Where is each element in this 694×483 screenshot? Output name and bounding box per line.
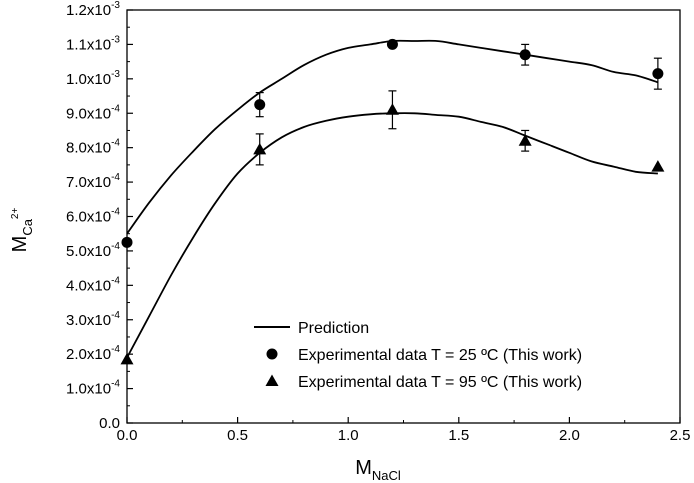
y-tick-label: 1.1x10-3 xyxy=(66,34,120,53)
y-tick-label: 0.0 xyxy=(99,415,120,432)
y-axis-ticks: 0.0 1.0x10-4 2.0x10-4 3.0x10-4 4.0x10-4 5.0x1… xyxy=(66,0,133,432)
prediction-line-95c xyxy=(126,112,658,359)
y-tick-label: 6.0x10-4 xyxy=(66,207,120,226)
data-point-triangle xyxy=(120,352,134,365)
y-tick-label: 1.2x10-3 xyxy=(66,0,120,19)
legend-label-95c: Experimental data T = 95 ºC (This work) xyxy=(298,374,582,391)
x-tick-label: 1.5 xyxy=(448,427,469,444)
data-point-triangle xyxy=(651,160,665,172)
data-point-circle xyxy=(254,99,266,111)
x-tick-label: 2.5 xyxy=(670,427,691,444)
data-point-circle xyxy=(121,236,133,248)
x-axis-ticks: 0.0 0.5 1.0 1.5 2.0 2.5 xyxy=(117,417,691,444)
y-tick-label: 9.0x10-4 xyxy=(66,103,120,122)
y-axis-title: MCa2+ xyxy=(9,207,35,252)
x-axis-title: MNaCl xyxy=(355,457,401,483)
y-tick-label: 1.0x10-4 xyxy=(66,379,120,398)
x-tick-label: 2.0 xyxy=(559,427,580,444)
data-point-triangle xyxy=(385,103,399,115)
x-tick-label: 0.0 xyxy=(117,427,138,444)
y-tick-label: 2.0x10-4 xyxy=(66,344,120,363)
legend: Prediction Experimental data T = 25 ºC (… xyxy=(254,320,582,391)
y-tick-label: 7.0x10-4 xyxy=(66,172,120,191)
y-tick-label: 8.0x10-4 xyxy=(66,138,120,157)
data-point-circle xyxy=(386,38,398,50)
prediction-lines xyxy=(126,39,659,359)
data-point-triangle xyxy=(253,142,267,155)
prediction-line-25c xyxy=(126,39,659,235)
y-tick-label: 5.0x10-4 xyxy=(66,241,120,260)
y-tick-label: 3.0x10-4 xyxy=(66,310,120,329)
y-tick-label: 4.0x10-4 xyxy=(66,275,120,294)
data-points xyxy=(120,38,665,365)
legend-circle-marker xyxy=(266,348,278,360)
data-point-circle xyxy=(652,68,664,80)
legend-label-prediction: Prediction xyxy=(298,320,369,337)
legend-label-25c: Experimental data T = 25 ºC (This work) xyxy=(298,347,582,364)
x-tick-label: 1.0 xyxy=(338,427,359,444)
y-tick-label: 1.0x10-3 xyxy=(66,69,120,88)
x-tick-label: 0.5 xyxy=(227,427,248,444)
legend-triangle-marker xyxy=(265,374,279,386)
error-bars xyxy=(255,43,662,166)
data-point-triangle xyxy=(518,134,532,146)
data-point-circle xyxy=(519,49,531,61)
